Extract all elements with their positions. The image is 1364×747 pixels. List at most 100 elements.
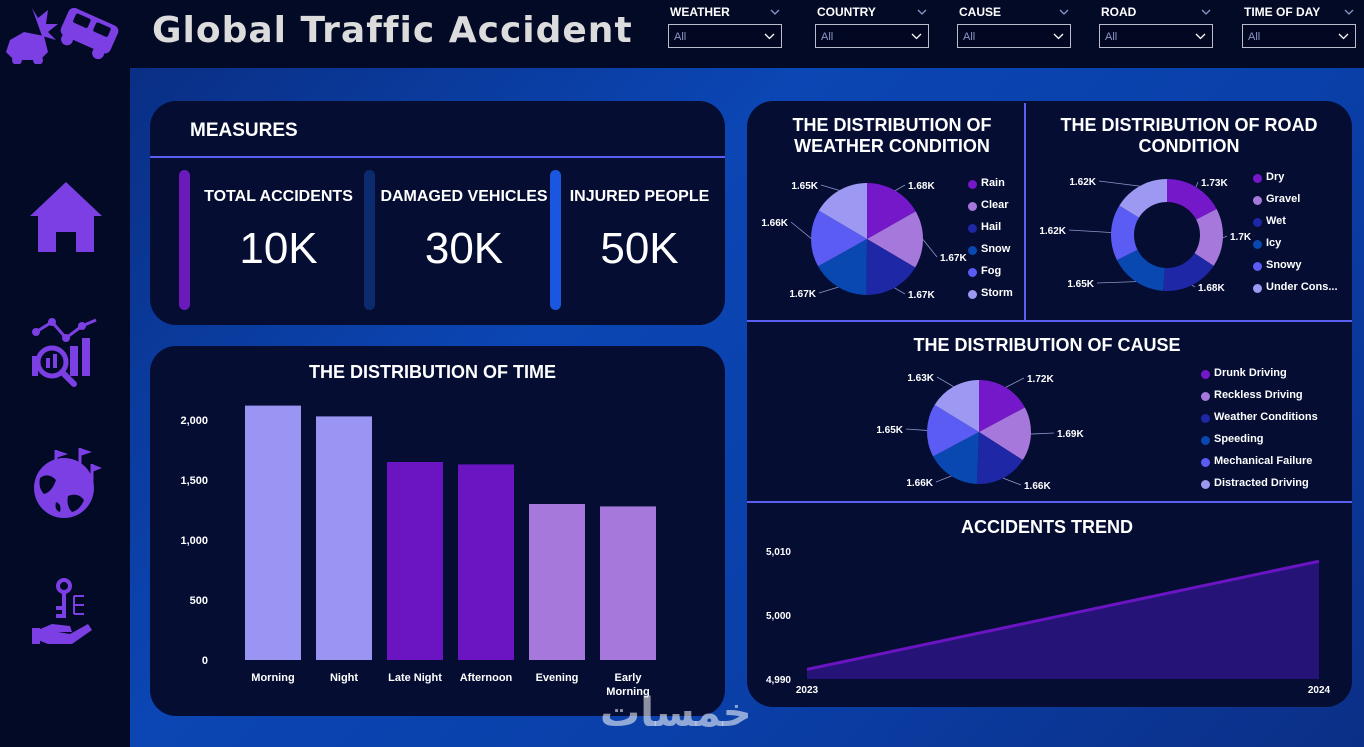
bar-late-night [387,462,443,660]
x-tick-label: Night [330,672,358,684]
divider [747,501,1352,503]
leader-line [1222,235,1228,239]
legend-label: Clear [981,199,1009,211]
data-label: 1.65K [876,425,903,436]
chevron-down-icon[interactable] [770,7,780,17]
legend-swatch [968,202,977,211]
chevron-down-icon[interactable] [1053,31,1064,42]
leader-line [818,286,839,294]
x-tick-label: Evening [536,672,579,684]
filter-road[interactable]: ROAD All [1099,4,1215,50]
legend-swatch [1253,174,1262,183]
legend-label: Fog [981,265,1002,277]
legend-swatch [968,268,977,277]
slice-speeding [933,432,979,484]
filter-road-label: ROAD [1101,5,1137,19]
chevron-down-icon[interactable] [1195,31,1206,42]
chart-title: ACCIDENTS TREND [960,517,1133,537]
filter-cause[interactable]: CAUSE All [957,4,1073,50]
filter-time-of-day[interactable]: TIME OF DAY All [1242,4,1358,50]
legend-swatch [1201,436,1210,445]
kpi-total-accidents: TOTAL ACCIDENTS 10K [179,170,364,310]
data-label: 1.67K [789,289,816,300]
bar-early-morning [600,506,656,660]
leader-line [1068,229,1112,233]
data-label: 1.62K [1039,226,1066,237]
kpi-injured-people: INJURED PEOPLE 50K [550,170,715,310]
slice-snow [818,239,867,295]
legend-swatch [968,224,977,233]
data-label: 1.66K [906,478,933,489]
distribution-charts: 1.68K 1.67K 1.67K 1.67K 1.66K 1.65K 1.73K 1.7K 1… [761,177,1330,696]
chevron-down-icon[interactable] [911,31,922,42]
analytics-icon[interactable] [26,316,106,396]
sidebar [0,68,130,747]
legend-swatch [1201,458,1210,467]
chevron-down-icon[interactable] [1059,7,1069,17]
slice-rain [867,183,916,239]
filter-time-of-day-select[interactable]: All [1242,24,1356,48]
chart-title: THE DISTRIBUTION OF TIME [309,362,556,382]
chart-title: THE DISTRIBUTION OF WEATHER CONDITION [792,115,992,156]
data-label: 1.68K [1198,283,1225,294]
data-label: 1.65K [1067,279,1094,290]
legend-swatch [1253,240,1262,249]
leader-line [1002,477,1022,486]
filter-road-select[interactable]: All [1099,24,1213,48]
data-label: 1.73K [1201,178,1228,189]
legend-swatch [1201,480,1210,489]
kpi-damaged-vehicles: DAMAGED VEHICLES 30K [364,170,550,310]
chevron-down-icon[interactable] [917,7,927,17]
car-crash-logo-icon [6,7,119,64]
globe-icon[interactable] [26,444,106,524]
legend-label: Storm [981,287,1013,299]
leader-line [820,184,840,191]
chevron-down-icon[interactable] [1201,7,1211,17]
legend-label: Drunk Driving [1214,367,1287,379]
filter-weather[interactable]: WEATHER All [668,4,784,50]
slice-hail [866,239,916,295]
chevron-down-icon[interactable] [764,31,775,42]
legend-label: Under Cons... [1266,281,1338,293]
y-tick-label: 500 [190,595,208,607]
slice-dry [1167,179,1217,220]
filter-country-select[interactable]: All [815,24,929,48]
chart-title: THE DISTRIBUTION OF CAUSE [913,335,1181,355]
leader-line [935,475,952,483]
time-distribution-panel: THE DISTRIBUTION OF TIME 0 500 1,000 1,500 2… [150,346,725,716]
data-label: 1.63K [907,373,934,384]
legend-label: Dry [1266,171,1285,183]
divider [150,156,725,158]
legend-swatch [1201,370,1210,379]
x-tick-label: Early [615,672,643,684]
legend-swatch [968,290,977,299]
home-icon[interactable] [26,176,106,256]
bar-afternoon [458,464,514,660]
legend-swatch [1253,262,1262,271]
hand-key-icon[interactable] [26,574,106,654]
leader-line [895,184,906,191]
leader-line [1096,281,1136,284]
slice-snowy [1111,205,1139,261]
top-bar: Global Traffic Accident WEATHER All COUN… [0,0,1364,68]
data-label: 1.69K [1057,429,1084,440]
filter-cause-select[interactable]: All [957,24,1071,48]
slice-icy [1116,249,1165,291]
filter-country-label: COUNTRY [817,5,876,19]
x-tick-label: Late Night [388,672,442,684]
kpi-value: 50K [600,224,679,273]
data-label: 1.66K [1024,481,1051,492]
slice-storm [818,183,867,239]
y-tick-label: 4,990 [766,675,791,686]
chevron-down-icon[interactable] [1344,7,1354,17]
filter-weather-value: All [674,31,687,43]
y-tick-label: 1,000 [180,535,208,547]
filter-country[interactable]: COUNTRY All [815,4,931,50]
slice-fog [811,210,867,267]
legend-swatch [1253,196,1262,205]
filter-weather-select[interactable]: All [668,24,782,48]
kpi-accent-bar [179,170,190,310]
leader-line [905,428,928,431]
x-tick-label: 2023 [796,685,819,696]
chevron-down-icon[interactable] [1338,31,1349,42]
